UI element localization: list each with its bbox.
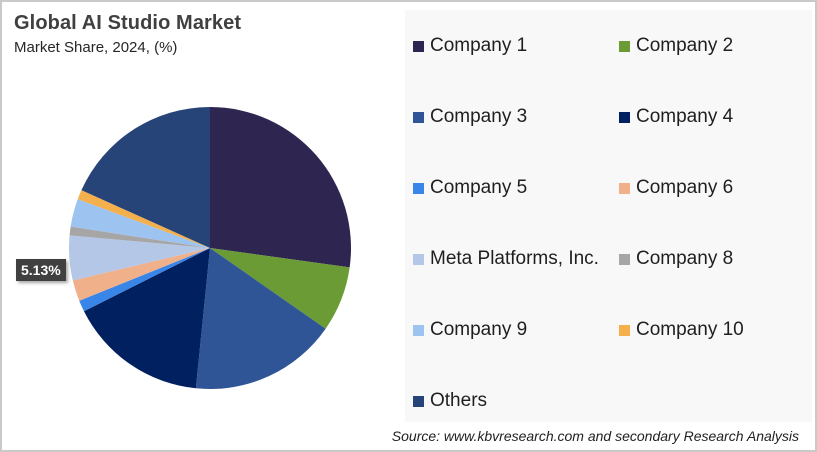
legend-item-company-5: Company 5 [413,177,527,199]
legend-label: Company 6 [636,177,734,198]
legend-label: Company 4 [636,106,734,127]
legend-item-company-6: Company 6 [619,177,733,199]
legend-swatch [619,182,630,194]
legend-label: Company 5 [430,177,528,198]
legend-swatch [413,182,424,194]
pie-slice-company-8 [69,226,210,248]
legend-label: Company 10 [636,319,744,340]
legend-label: Meta Platforms, Inc. [430,248,599,269]
chart-title: Global AI Studio Market [14,12,242,34]
pie-slice-company-2 [210,248,350,329]
legend-swatch [619,253,630,265]
legend-swatch [413,253,424,265]
legend-item-company-9: Company 9 [413,319,527,341]
pie-slice-company-4 [83,248,210,389]
meta-data-label: 5.13% [16,259,66,281]
legend-item-company-4: Company 4 [619,106,733,128]
pie-slice-company-9 [70,199,210,248]
legend-label: Others [430,390,488,411]
chart-subtitle: Market Share, 2024, (%) [14,39,178,56]
pie-slice-company-10 [77,190,210,248]
legend: Company 1 Company 2 Company 3 Company 4 … [405,10,812,422]
legend-item-company-8: Company 8 [619,248,733,270]
legend-item-company-2: Company 2 [619,35,733,57]
pie-chart [69,107,352,390]
legend-label: Company 2 [636,35,734,56]
legend-swatch [619,111,630,123]
legend-label: Company 1 [430,35,528,56]
legend-label: Company 3 [430,106,528,127]
pie-slice-others [81,107,210,248]
legend-swatch [619,40,630,52]
legend-item-company-3: Company 3 [413,106,527,128]
legend-label: Company 9 [430,319,528,340]
pie-slice-company-3 [195,248,326,390]
legend-label: Company 8 [636,248,734,269]
legend-swatch [619,324,630,336]
source-note: Source: www.kbvresearch.com and secondar… [391,428,799,444]
pie-slice-company-6 [72,248,210,301]
legend-swatch [413,324,424,336]
pie-slice-meta-platforms-inc [69,235,210,281]
pie-slice-company-1 [210,107,352,268]
legend-swatch [413,40,424,52]
legend-item-others: Others [413,390,487,412]
legend-swatch [413,111,424,123]
legend-swatch [413,395,424,407]
legend-item-meta-platforms: Meta Platforms, Inc. [413,248,599,270]
legend-item-company-10: Company 10 [619,319,744,341]
pie-slice-company-5 [79,248,210,312]
legend-item-company-1: Company 1 [413,35,527,57]
